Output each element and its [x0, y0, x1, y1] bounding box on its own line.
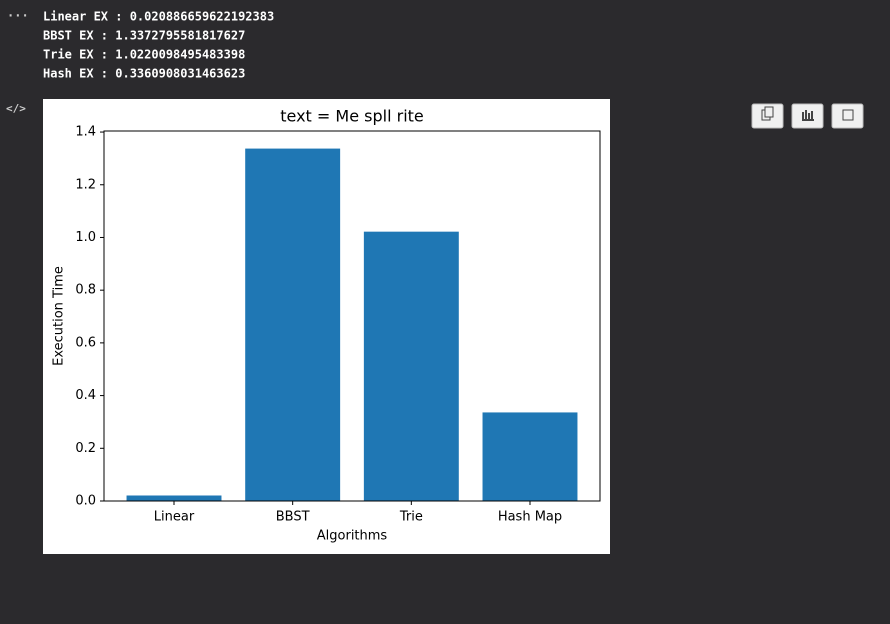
copy-icon: [764, 106, 774, 118]
y-tick-label: 1.4: [75, 125, 96, 140]
chart-title: text = Me spll rite: [280, 107, 424, 126]
y-tick-label: 0.2: [75, 441, 96, 456]
x-axis-label: Algorithms: [317, 529, 388, 544]
x-tick-label: Linear: [154, 510, 195, 525]
plot-frame: [103, 130, 601, 502]
output-menu[interactable]: ···: [7, 9, 29, 23]
save-button[interactable]: [831, 103, 864, 129]
toolbar: [751, 103, 864, 129]
code-toggle[interactable]: </>: [6, 102, 26, 115]
output-line: Hash EX : 0.3360908031463623: [43, 67, 245, 81]
x-tick-label: Hash Map: [498, 510, 562, 525]
output-line: Linear EX : 0.020886659622192383: [43, 10, 274, 24]
y-axis-label: Execution Time: [52, 266, 67, 366]
x-tick-label: BBST: [276, 510, 310, 525]
bar: [482, 412, 578, 501]
y-tick-label: 0.0: [75, 494, 96, 509]
chart-icon: [802, 110, 814, 121]
y-tick-label: 0.4: [75, 388, 96, 403]
bar: [363, 231, 459, 501]
save-icon: [842, 109, 854, 121]
output-line: BBST EX : 1.3372795581817627: [43, 29, 245, 43]
y-tick-label: 0.6: [75, 335, 96, 350]
x-tick-label: Trie: [399, 510, 423, 525]
y-tick-label: 1.0: [75, 230, 96, 245]
y-tick-label: 1.2: [75, 177, 96, 192]
output-line: Trie EX : 1.0220098495483398: [43, 48, 245, 62]
chart-button[interactable]: [791, 103, 824, 129]
bar: [126, 495, 222, 501]
bar: [245, 148, 341, 502]
y-tick-label: 0.8: [75, 283, 96, 298]
